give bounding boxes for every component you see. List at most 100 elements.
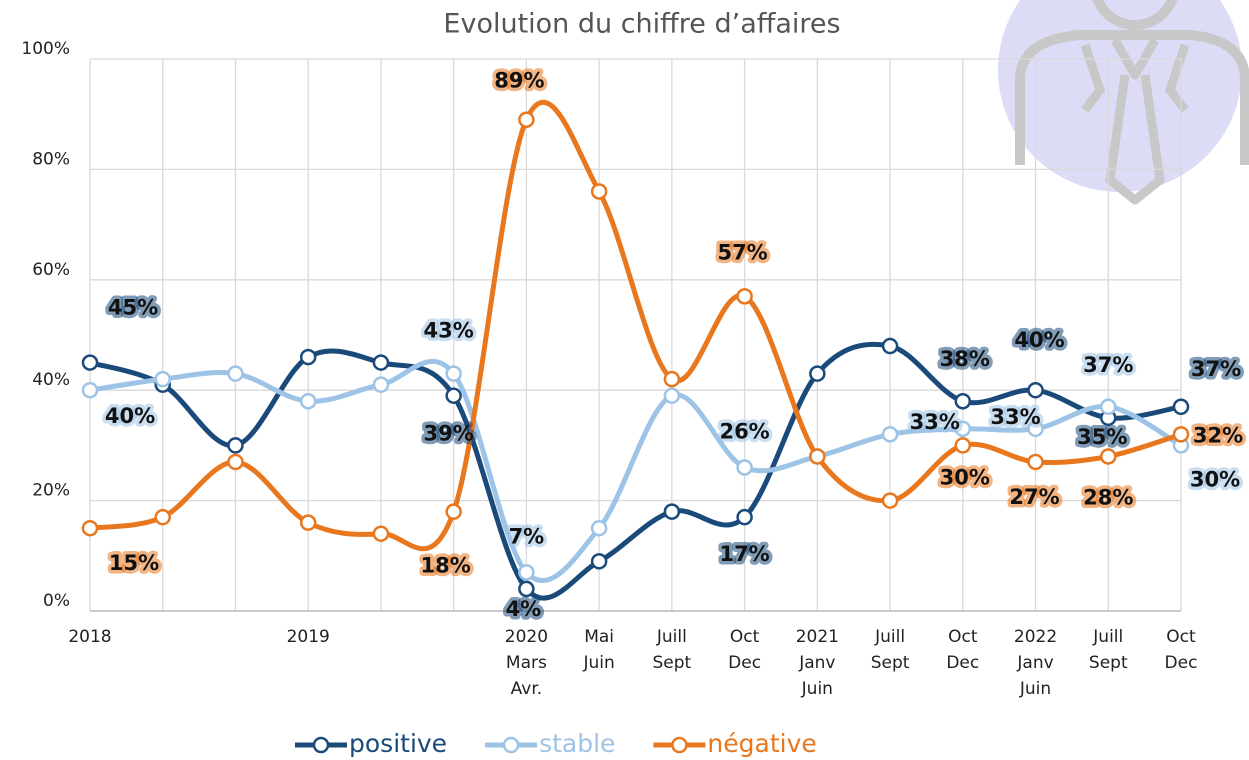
x-tick-label: Sept bbox=[653, 653, 692, 673]
x-tick-label: Oct bbox=[730, 627, 760, 647]
point-marker bbox=[1101, 449, 1115, 463]
chart: Evolution du chiffre d’affaires 0%20%40%… bbox=[0, 0, 1249, 760]
value-label: 30% bbox=[940, 465, 990, 489]
point-marker bbox=[883, 494, 897, 508]
legend-marker bbox=[672, 738, 686, 752]
value-label: 43% bbox=[424, 319, 474, 343]
point-marker bbox=[592, 554, 606, 568]
y-tick-label: 60% bbox=[32, 260, 70, 280]
value-label: 40% bbox=[105, 404, 155, 428]
x-tick-label: Sept bbox=[1089, 653, 1128, 673]
point-marker bbox=[883, 339, 897, 353]
x-tick-label: 2021 bbox=[796, 627, 839, 647]
x-tick-label: Juill bbox=[1092, 627, 1123, 647]
point-marker bbox=[156, 372, 170, 386]
point-marker bbox=[1101, 400, 1115, 414]
value-label: 15% bbox=[109, 551, 159, 575]
x-tick-label: Mai bbox=[584, 627, 614, 647]
point-marker bbox=[592, 184, 606, 198]
point-marker bbox=[447, 505, 461, 519]
point-marker bbox=[956, 394, 970, 408]
legend-label: positive bbox=[349, 729, 447, 758]
point-marker bbox=[447, 367, 461, 381]
point-marker bbox=[665, 389, 679, 403]
x-tick-label: Dec bbox=[728, 653, 761, 673]
legend-label: négative bbox=[707, 729, 816, 758]
point-marker bbox=[1174, 400, 1188, 414]
point-marker bbox=[301, 350, 315, 364]
point-marker bbox=[83, 521, 97, 535]
point-marker bbox=[1029, 455, 1043, 469]
legend-label: stable bbox=[539, 729, 615, 758]
x-tick-label: 2019 bbox=[287, 627, 330, 647]
point-marker bbox=[447, 389, 461, 403]
x-tick-label: Juill bbox=[656, 627, 687, 647]
point-marker bbox=[228, 367, 242, 381]
point-marker bbox=[228, 438, 242, 452]
y-tick-label: 0% bbox=[43, 591, 70, 611]
value-label: 26% bbox=[719, 419, 769, 443]
point-marker bbox=[665, 372, 679, 386]
point-marker bbox=[1029, 383, 1043, 397]
x-tick-label: Janv bbox=[798, 653, 835, 673]
point-marker bbox=[228, 455, 242, 469]
value-label: 27% bbox=[1009, 485, 1059, 509]
value-label: 28% bbox=[1083, 485, 1133, 509]
value-label: 37% bbox=[1083, 353, 1133, 377]
point-marker bbox=[810, 367, 824, 381]
value-label: 4% bbox=[506, 597, 542, 621]
legend-marker bbox=[504, 738, 518, 752]
x-tick-label: 2022 bbox=[1014, 627, 1057, 647]
value-label: 37% bbox=[1191, 357, 1241, 381]
value-label: 17% bbox=[719, 542, 769, 566]
value-label: 45% bbox=[108, 296, 158, 320]
y-tick-label: 100% bbox=[21, 39, 70, 59]
point-marker bbox=[738, 510, 752, 524]
value-label: 39% bbox=[424, 422, 474, 446]
x-tick-label: Oct bbox=[1166, 627, 1196, 647]
point-marker bbox=[665, 505, 679, 519]
point-marker bbox=[956, 438, 970, 452]
x-tick-label: Dec bbox=[1165, 653, 1198, 673]
value-label: 38% bbox=[940, 347, 990, 371]
x-tick-label: Juin bbox=[582, 653, 614, 673]
point-marker bbox=[374, 527, 388, 541]
point-marker bbox=[374, 356, 388, 370]
value-label: 30% bbox=[1190, 467, 1240, 491]
value-label: 33% bbox=[910, 410, 960, 434]
x-tick-label: Sept bbox=[871, 653, 910, 673]
value-label: 7% bbox=[509, 524, 545, 548]
point-marker bbox=[374, 378, 388, 392]
point-marker bbox=[738, 460, 752, 474]
point-marker bbox=[810, 449, 824, 463]
value-label: 32% bbox=[1193, 423, 1243, 447]
x-tick-label: 2020 bbox=[505, 627, 548, 647]
x-tick-label: Avr. bbox=[511, 679, 543, 699]
y-tick-label: 80% bbox=[32, 149, 70, 169]
value-label: 89% bbox=[494, 69, 544, 93]
x-tick-label: 2018 bbox=[68, 627, 111, 647]
point-marker bbox=[738, 289, 752, 303]
x-tick-label: Juin bbox=[801, 679, 833, 699]
x-tick-label: Mars bbox=[506, 653, 547, 673]
point-marker bbox=[519, 113, 533, 127]
legend-marker bbox=[314, 738, 328, 752]
x-tick-label: Dec bbox=[946, 653, 979, 673]
x-tick-label: Juin bbox=[1019, 679, 1051, 699]
y-tick-label: 20% bbox=[32, 481, 70, 501]
x-tick-label: Janv bbox=[1016, 653, 1053, 673]
point-marker bbox=[1174, 427, 1188, 441]
value-label: 57% bbox=[717, 240, 767, 264]
point-marker bbox=[156, 510, 170, 524]
point-marker bbox=[883, 427, 897, 441]
point-marker bbox=[83, 356, 97, 370]
value-label: 35% bbox=[1077, 425, 1127, 449]
point-marker bbox=[519, 565, 533, 579]
value-label: 33% bbox=[990, 405, 1040, 429]
point-marker bbox=[592, 521, 606, 535]
x-tick-label: Oct bbox=[948, 627, 978, 647]
value-label: 40% bbox=[1014, 328, 1064, 352]
point-marker bbox=[301, 516, 315, 530]
x-tick-label: Juill bbox=[874, 627, 905, 647]
point-marker bbox=[519, 582, 533, 596]
